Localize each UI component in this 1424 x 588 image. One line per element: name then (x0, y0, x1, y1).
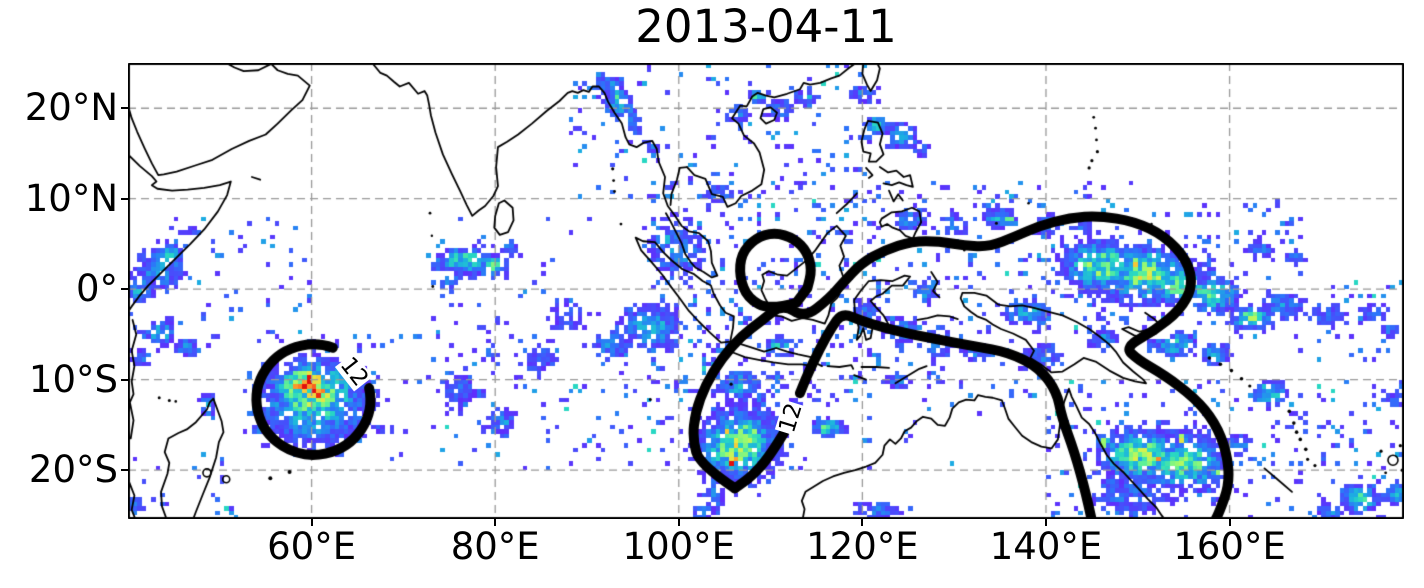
x-axis-tick-mark (1044, 519, 1047, 526)
x-axis-tick-label: 140°E (989, 525, 1103, 568)
y-axis-tick-label: 0° (75, 267, 118, 311)
x-axis-tick-label: 120°E (806, 525, 919, 568)
x-axis-tick-label: 60°E (267, 525, 357, 568)
precipitation-map-canvas (128, 63, 1404, 519)
y-axis-tick-label: 20°S (28, 448, 118, 492)
y-axis-tick-mark (121, 469, 128, 472)
x-axis-tick-label: 80°E (450, 525, 540, 568)
x-axis-tick-mark (494, 519, 497, 526)
x-axis-tick-label: 160°E (1173, 525, 1286, 568)
y-axis-tick-mark (121, 288, 128, 291)
y-axis-tick-label: 10°N (24, 176, 118, 220)
y-axis-tick-mark (121, 378, 128, 381)
x-axis-tick-mark (1228, 519, 1231, 526)
x-axis-tick-label: 100°E (622, 525, 736, 568)
y-axis-tick-mark (121, 107, 128, 110)
y-axis-tick-label: 10°S (28, 357, 118, 401)
y-axis-tick-label: 20°N (24, 86, 118, 130)
plot-title: 2013-04-11 (635, 0, 897, 53)
x-axis-tick-mark (310, 519, 313, 526)
y-axis-tick-mark (121, 197, 128, 200)
x-axis-tick-mark (677, 519, 680, 526)
x-axis-tick-mark (861, 519, 864, 526)
